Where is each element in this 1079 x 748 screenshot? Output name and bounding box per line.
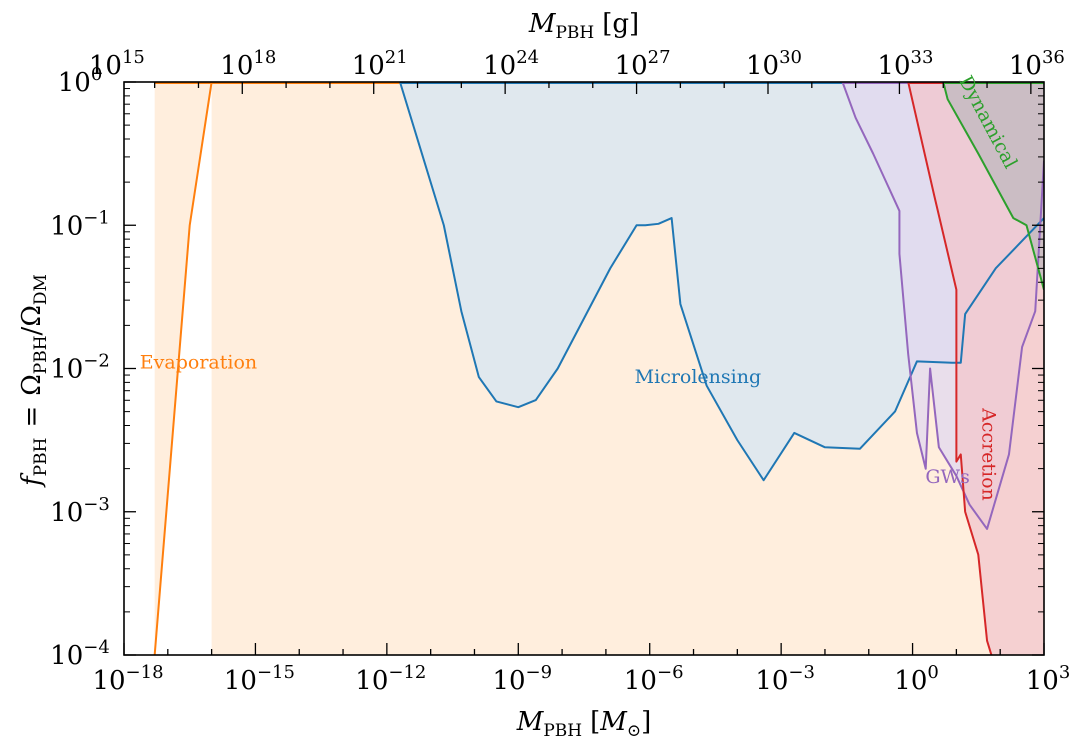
constraint-fills bbox=[154, 82, 1044, 655]
top-tick-label: 1018 bbox=[220, 47, 276, 81]
gws-curve bbox=[841, 82, 1044, 530]
evaporation-curve bbox=[153, 82, 213, 655]
x-tick-label: 10−15 bbox=[224, 662, 295, 696]
top-tick-label: 1021 bbox=[352, 47, 408, 81]
gws-label: GWs bbox=[925, 466, 969, 488]
x-tick-label: 103 bbox=[1026, 662, 1071, 696]
top-tick-label: 1030 bbox=[746, 47, 802, 81]
x-tick-label: 100 bbox=[894, 662, 939, 696]
x-tick-label: 10−6 bbox=[624, 662, 684, 696]
dynamical-region bbox=[943, 82, 1044, 290]
x-tick-label: 10−9 bbox=[492, 662, 552, 696]
y-tick-label: 10−2 bbox=[50, 351, 110, 385]
axis-ticks bbox=[123, 81, 1045, 656]
x-axis-title: MPBH [M⊙] bbox=[516, 707, 652, 741]
microlensing-region bbox=[400, 82, 1044, 481]
plot-area bbox=[124, 82, 1044, 655]
x-tick-label: 10−18 bbox=[92, 662, 163, 696]
top-tick-label: 1015 bbox=[89, 47, 145, 81]
x-tick-label: 10−3 bbox=[755, 662, 815, 696]
accretion-curve bbox=[907, 82, 993, 655]
top-tick-label: 1036 bbox=[1009, 47, 1065, 81]
top-tick-label: 1027 bbox=[615, 47, 671, 81]
y-tick-label: 10−4 bbox=[50, 637, 110, 671]
x-tick-label: 10−12 bbox=[355, 662, 426, 696]
accretion-label: Accretion bbox=[978, 407, 1000, 501]
dynamical-curve bbox=[942, 82, 1044, 290]
microlensing-curve bbox=[399, 82, 1044, 482]
y-axis-title: fPBH=ΩPBH/ΩDM bbox=[17, 274, 51, 488]
y-tick-label: 10−3 bbox=[50, 494, 110, 528]
top-tick-label: 1024 bbox=[483, 47, 539, 81]
evaporation-label: Evaporation bbox=[140, 352, 257, 374]
axis-tick-labels: 10−18 10−15 10−12 10−9 10−6 10−3 100 103 100 10−1… bbox=[50, 47, 1070, 696]
top-tick-label: 1033 bbox=[877, 47, 933, 81]
y-tick-label: 100 bbox=[58, 64, 103, 98]
constraint-curves bbox=[153, 82, 1044, 655]
microlensing-label: Microlensing bbox=[635, 366, 761, 388]
y-tick-label: 10−1 bbox=[50, 207, 110, 241]
top-axis-title: MPBH [g] bbox=[528, 9, 639, 43]
